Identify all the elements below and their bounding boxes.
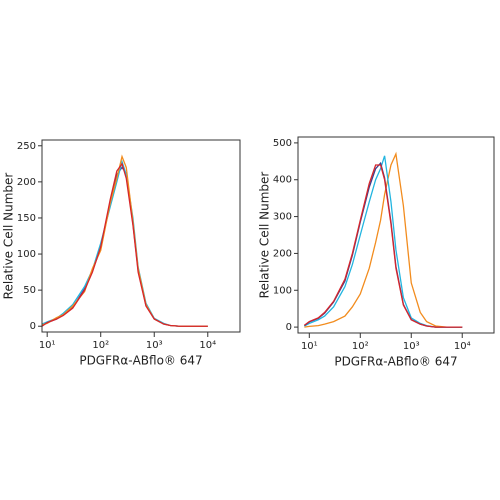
- histogram-line: [42, 162, 208, 327]
- plot-area: [42, 154, 208, 327]
- histogram-line: [303, 164, 463, 328]
- histogram-line: [42, 166, 208, 327]
- chart: 0 100 200 300 400 500 10¹ 10² 10³ 10⁴ PDGFRα-ABflo…: [258, 136, 495, 369]
- y-tick-label: 400: [273, 175, 292, 186]
- x-axis-label: PDGFRα-ABflo® 647: [334, 355, 457, 369]
- y-tick-label: 100: [17, 249, 36, 260]
- y-tick-label: 50: [23, 285, 36, 296]
- x-tick-label: 10³: [403, 341, 420, 352]
- frame: [41, 139, 241, 333]
- y-tick-label: 500: [273, 138, 292, 149]
- histogram-line: [304, 151, 463, 328]
- y-tick-label: 200: [17, 177, 36, 188]
- x-tick-label: 10³: [146, 340, 163, 351]
- x-tick-label: 10²: [352, 341, 369, 352]
- x-tick-label: 10²: [92, 340, 109, 351]
- x-axis-label: PDGFRα-ABflo® 647: [79, 354, 202, 368]
- x-tick-label: 10¹: [39, 340, 56, 351]
- y-axis-label: Relative Cell Number: [258, 172, 272, 299]
- histogram-line: [304, 155, 463, 328]
- histogram-line: [42, 159, 208, 327]
- chart: 0 50 100 150 200 250 10¹ 10² 10³ 10⁴ PDGFRα-ABflo®…: [2, 139, 241, 368]
- y-tick-label: 200: [273, 248, 292, 259]
- x-tick-label: 10¹: [301, 341, 318, 352]
- y-tick-label: 300: [273, 212, 292, 223]
- y-tick-label: 0: [286, 322, 292, 333]
- frame: [297, 136, 495, 334]
- histogram-line: [42, 154, 208, 327]
- y-tick-label: 150: [17, 213, 36, 224]
- histogram-line: [303, 161, 463, 328]
- plot-area: [303, 151, 463, 328]
- y-axis-label: Relative Cell Number: [2, 173, 16, 300]
- y-tick-label: 100: [273, 285, 292, 296]
- y-tick-label: 250: [17, 141, 36, 152]
- x-tick-label: 10⁴: [199, 340, 216, 351]
- y-tick-label: 0: [30, 321, 36, 332]
- x-tick-label: 10⁴: [454, 341, 471, 352]
